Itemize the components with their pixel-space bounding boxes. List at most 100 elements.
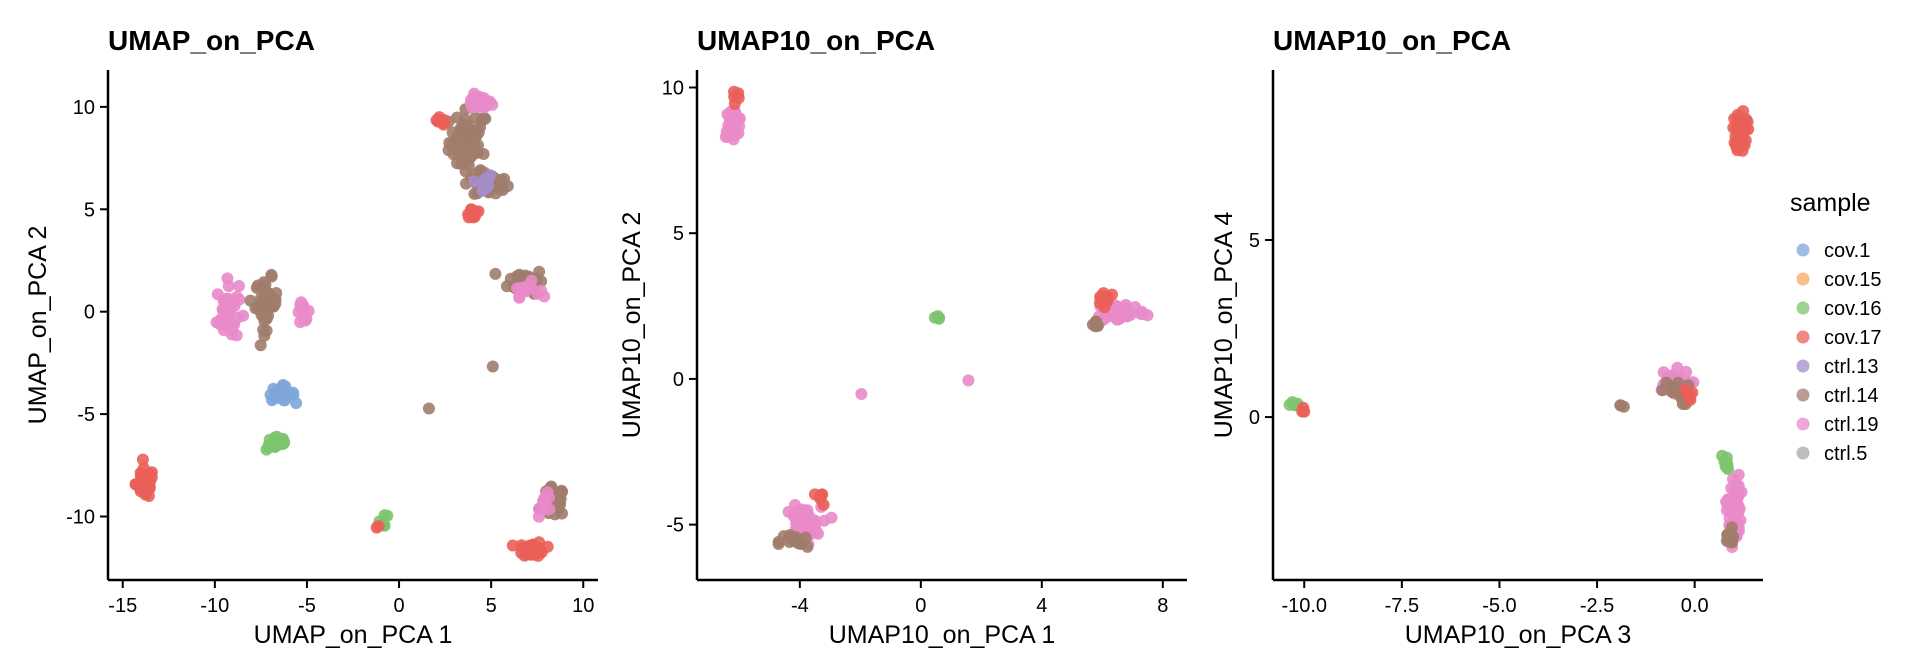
y-tick-label: 5 bbox=[84, 199, 95, 221]
data-point bbox=[1720, 495, 1733, 508]
data-point bbox=[532, 510, 545, 523]
x-tick-label: -15 bbox=[108, 595, 137, 617]
legend-swatch bbox=[1796, 417, 1810, 431]
y-ticks: 10 5 0 -5 -10 bbox=[66, 97, 108, 529]
data-point bbox=[266, 394, 278, 407]
data-point bbox=[810, 516, 823, 529]
data-point bbox=[801, 540, 814, 553]
umap10-pca-panel-2: UMAP10_on_PCA -10.0 -7.5 -5.0 -2.5 0.0 50 UM… bbox=[1210, 25, 1763, 649]
data-point bbox=[1614, 399, 1627, 412]
x-tick-label: 8 bbox=[1157, 595, 1168, 617]
data-point bbox=[233, 280, 245, 292]
data-point bbox=[290, 397, 303, 410]
x-tick-label: -2.5 bbox=[1580, 595, 1614, 617]
data-point bbox=[145, 471, 158, 484]
x-tick-label: 4 bbox=[1036, 595, 1047, 617]
legend-item: cov.1 bbox=[1796, 240, 1870, 262]
data-point bbox=[1683, 391, 1696, 404]
legend-label: cov.15 bbox=[1824, 269, 1881, 291]
data-point bbox=[297, 303, 310, 316]
data-point bbox=[213, 318, 226, 330]
data-point bbox=[533, 265, 546, 278]
data-point bbox=[1728, 486, 1741, 498]
data-point bbox=[480, 97, 493, 110]
data-point bbox=[378, 509, 391, 522]
data-point bbox=[422, 402, 435, 415]
data-point bbox=[300, 312, 313, 325]
x-tick-label: -5.0 bbox=[1482, 595, 1516, 617]
data-point bbox=[226, 323, 239, 336]
y-tick-label: 0 bbox=[673, 369, 684, 391]
y-tick-label: 0 bbox=[1249, 407, 1260, 429]
data-point bbox=[793, 521, 806, 534]
legend-swatch bbox=[1796, 272, 1810, 286]
legend-item: ctrl.19 bbox=[1796, 414, 1878, 436]
data-point bbox=[732, 87, 745, 100]
data-point bbox=[455, 136, 468, 149]
data-point bbox=[494, 177, 507, 190]
data-point bbox=[772, 538, 785, 550]
legend-label: ctrl.5 bbox=[1824, 443, 1867, 465]
scatter-points bbox=[129, 87, 569, 562]
x-tick-label: 0 bbox=[393, 595, 404, 617]
data-point bbox=[254, 339, 267, 352]
y-tick-label: -5 bbox=[666, 515, 684, 537]
data-point bbox=[269, 297, 282, 310]
data-point bbox=[506, 539, 519, 552]
y-tick-label: 10 bbox=[73, 97, 95, 119]
y-tick-label: -10 bbox=[66, 507, 95, 529]
data-point bbox=[933, 311, 946, 324]
legend-swatch bbox=[1796, 243, 1810, 257]
data-point bbox=[1735, 128, 1748, 141]
data-point bbox=[372, 520, 385, 533]
data-point bbox=[269, 440, 281, 453]
x-axis-label: UMAP10_on_PCA 1 bbox=[829, 621, 1056, 649]
legend: sample cov.1 cov.15 cov.16 cov.17 ctrl.13 ctr… bbox=[1790, 189, 1881, 465]
data-point bbox=[1107, 310, 1120, 323]
data-point bbox=[220, 292, 233, 305]
data-point bbox=[962, 374, 975, 387]
legend-swatch bbox=[1796, 446, 1810, 460]
legend-swatch bbox=[1796, 301, 1810, 315]
legend-swatch bbox=[1796, 359, 1810, 373]
y-tick-label: 5 bbox=[1249, 230, 1260, 252]
data-point bbox=[1086, 318, 1099, 331]
data-point bbox=[258, 329, 271, 342]
legend-title: sample bbox=[1790, 189, 1871, 217]
data-point bbox=[783, 536, 796, 548]
y-tick-label: 5 bbox=[673, 223, 684, 245]
data-point bbox=[468, 175, 481, 188]
x-tick-label: 0 bbox=[915, 595, 926, 617]
data-point bbox=[732, 127, 745, 140]
data-point bbox=[793, 505, 806, 518]
data-point bbox=[486, 360, 499, 373]
data-point bbox=[519, 285, 532, 298]
data-point bbox=[1731, 506, 1744, 519]
x-ticks: -15 -10 -5 0 5 10 bbox=[108, 580, 594, 617]
scatter-points bbox=[1283, 105, 1755, 553]
data-point bbox=[260, 312, 273, 325]
data-point bbox=[1735, 113, 1748, 126]
x-tick-label: 5 bbox=[486, 595, 497, 617]
legend-item: ctrl.5 bbox=[1796, 443, 1867, 465]
legend-label: cov.17 bbox=[1824, 327, 1881, 349]
scatter-points bbox=[719, 85, 1154, 553]
data-point bbox=[1736, 144, 1749, 157]
data-point bbox=[222, 280, 235, 293]
data-point bbox=[478, 111, 490, 124]
legend-item: cov.16 bbox=[1796, 298, 1881, 320]
data-point bbox=[538, 290, 551, 303]
legend-label: ctrl.19 bbox=[1824, 414, 1878, 436]
y-ticks: 10 5 0 -5 bbox=[662, 77, 697, 537]
x-tick-label: 0.0 bbox=[1681, 595, 1709, 617]
data-point bbox=[480, 182, 492, 194]
data-point bbox=[456, 120, 468, 133]
data-point bbox=[1097, 287, 1110, 300]
data-point bbox=[532, 549, 545, 562]
data-point bbox=[815, 491, 827, 504]
y-axis-label: UMAP10_on_PCA 2 bbox=[618, 212, 646, 439]
legend-item: ctrl.14 bbox=[1796, 385, 1878, 407]
data-point bbox=[1093, 297, 1106, 309]
legend-swatch bbox=[1796, 330, 1810, 344]
legend-item: ctrl.13 bbox=[1796, 356, 1878, 378]
